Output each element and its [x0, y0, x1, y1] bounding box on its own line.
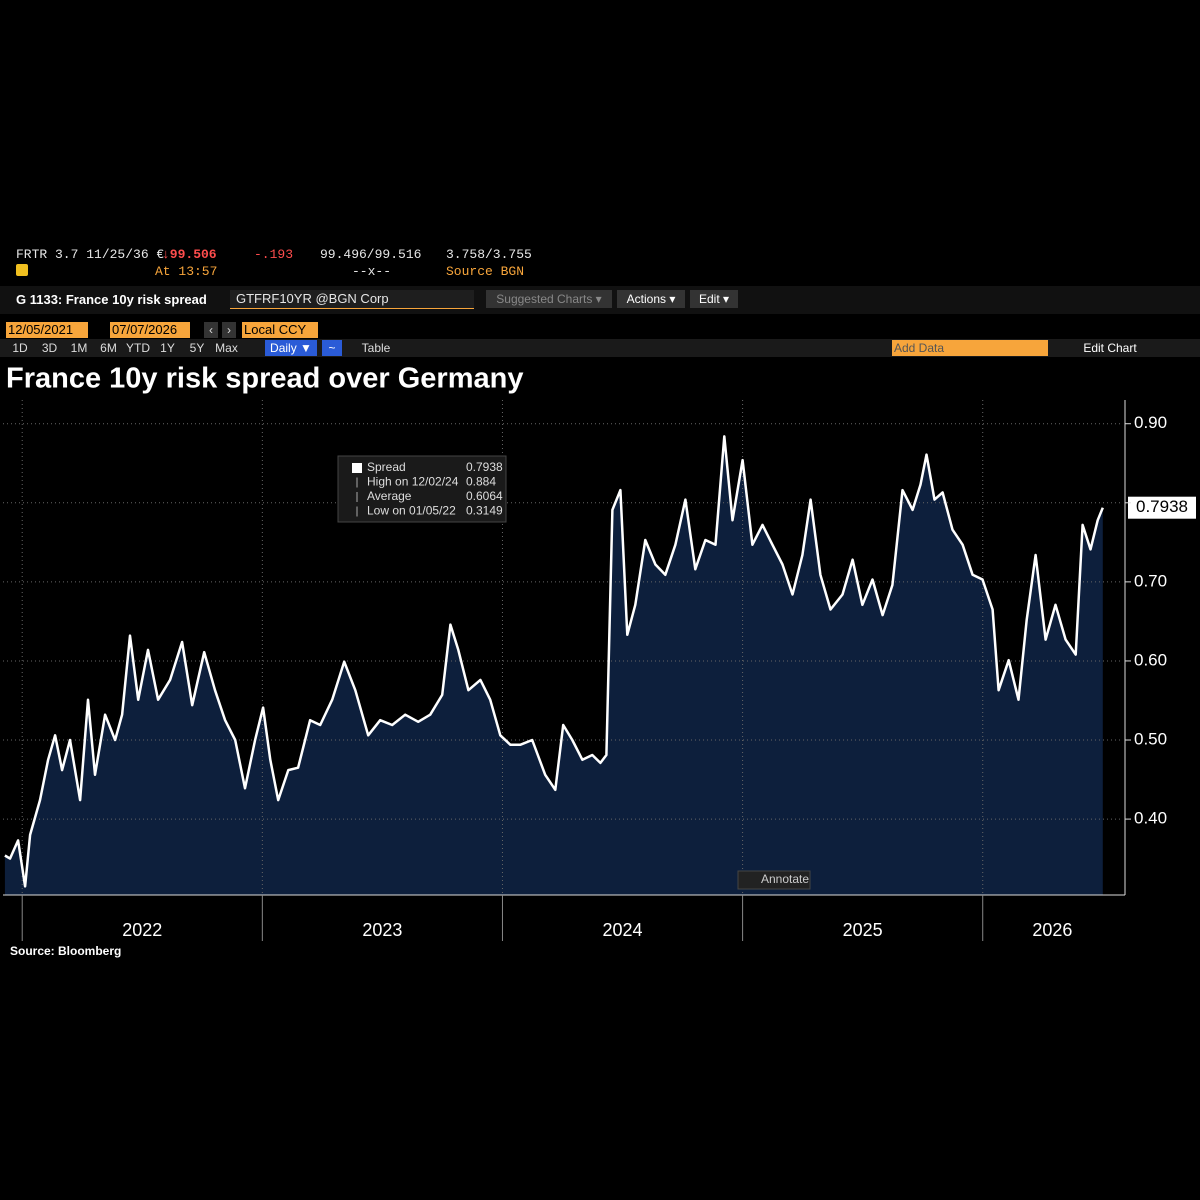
- line: [4, 435, 1104, 888]
- y-tick-label: 0.70: [1134, 571, 1167, 590]
- range-button[interactable]: 1Y: [160, 341, 175, 355]
- area: [4, 436, 1103, 895]
- add-data[interactable]: Add Data: [892, 340, 1048, 356]
- last-value-box: [1128, 496, 1196, 519]
- legend-label: Average: [367, 489, 412, 503]
- chart-title: France 10y risk spread over Germany: [6, 363, 523, 395]
- range-button[interactable]: 6M: [100, 341, 117, 355]
- y-tick-label: 0.60: [1134, 650, 1167, 669]
- bid-ask: 99.496/99.516: [320, 247, 422, 262]
- legend-label: High on 12/02/24: [367, 475, 459, 489]
- legend-value: 0.3149: [466, 504, 503, 518]
- ticker-input[interactable]: GTFRF10YR @BGN Corp: [230, 290, 474, 309]
- security: FRTR 3.7 11/25/36 €: [16, 247, 165, 262]
- x-tick-label: 2022: [122, 920, 162, 940]
- chart-type-button[interactable]: ~: [322, 340, 342, 356]
- chart: France 10y risk spread over Germany Sour…: [3, 363, 1196, 958]
- table-button[interactable]: Table: [361, 341, 391, 355]
- y-tick-label: 0.90: [1134, 413, 1167, 432]
- legend-box: [337, 455, 507, 523]
- last-value-label: 0.7938: [1136, 497, 1188, 516]
- start-date[interactable]: 12/05/2021: [6, 322, 88, 338]
- time: At 13:57: [155, 264, 218, 279]
- menu[interactable]: Actions ▾: [617, 290, 685, 308]
- annotate-button[interactable]: [737, 870, 811, 890]
- source: Source BGN: [446, 264, 525, 279]
- y-tick-label: 0.40: [1134, 809, 1167, 828]
- menu[interactable]: Edit ▾: [690, 290, 738, 308]
- range-button[interactable]: YTD: [126, 341, 150, 355]
- size: --x--: [352, 264, 392, 279]
- end-date[interactable]: 07/07/2026: [110, 322, 190, 338]
- range-button[interactable]: 1D: [12, 341, 28, 355]
- legend-value: 0.884: [466, 475, 496, 489]
- annotate-label: Annotate: [761, 872, 809, 886]
- x-tick-label: 2026: [1032, 920, 1072, 940]
- menu[interactable]: Suggested Charts ▾: [486, 290, 612, 308]
- alert-icon[interactable]: [16, 264, 28, 276]
- next-button[interactable]: ›: [222, 322, 236, 338]
- range-button[interactable]: 5Y: [189, 341, 205, 355]
- x-tick-label: 2023: [362, 920, 402, 940]
- source-note: Source: Bloomberg: [10, 944, 121, 958]
- legend-label: Low on 01/05/22: [367, 504, 456, 518]
- legend-value: 0.6064: [466, 489, 503, 503]
- frequency[interactable]: Daily ▼: [265, 340, 317, 356]
- y-tick-label: 0.50: [1134, 730, 1167, 749]
- price: ↓99.506: [162, 247, 217, 262]
- edit-chart[interactable]: Edit Chart: [1083, 341, 1137, 355]
- legend-label: Spread: [367, 460, 406, 474]
- range-button[interactable]: 1M: [70, 341, 88, 355]
- currency[interactable]: Local CCY: [242, 322, 318, 338]
- yields: 3.758/3.755: [446, 247, 532, 262]
- x-tick-label: 2025: [843, 920, 883, 940]
- range-button[interactable]: 3D: [41, 341, 58, 355]
- x-tick-label: 2024: [603, 920, 643, 940]
- legend-value: 0.7938: [466, 460, 503, 474]
- legend-swatch: [352, 463, 362, 473]
- range-button[interactable]: Max: [215, 341, 238, 355]
- chart-name: G 1133: France 10y risk spread: [16, 292, 207, 307]
- change: -.193: [254, 247, 294, 262]
- prev-button[interactable]: ‹: [204, 322, 218, 338]
